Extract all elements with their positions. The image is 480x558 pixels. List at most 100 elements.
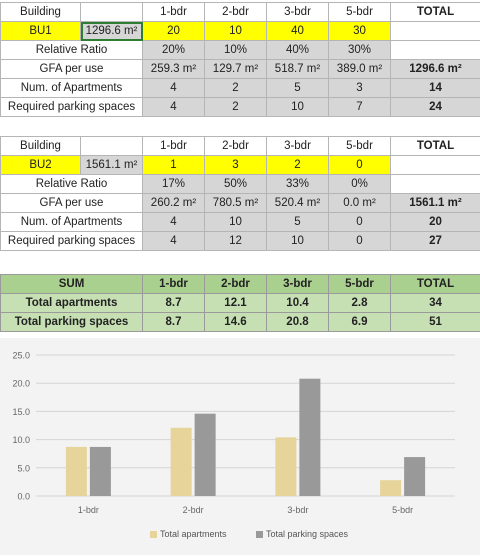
gfa-label-cell[interactable]: GFA per use xyxy=(1,60,143,79)
empty-cell[interactable] xyxy=(391,22,480,41)
header-label-cell[interactable]: Building xyxy=(1,3,81,22)
sum-header-cell-2bdr[interactable]: 2-bdr xyxy=(205,275,267,294)
building-name-cell[interactable]: BU2 xyxy=(1,156,81,175)
legend-label: Total apartments xyxy=(160,529,227,539)
total-apartments-cell-2bdr[interactable]: 12.1 xyxy=(205,294,267,313)
count-cell-1bdr[interactable]: 1 xyxy=(143,156,205,175)
gfa-cell-5bdr[interactable]: 389.0 m² xyxy=(329,60,391,79)
sum-header-cell-1bdr[interactable]: 1-bdr xyxy=(143,275,205,294)
ratio-cell-5bdr[interactable]: 0% xyxy=(329,175,391,194)
ratio-cell-5bdr[interactable]: 30% xyxy=(329,41,391,60)
ratio-cell-3bdr[interactable]: 33% xyxy=(267,175,329,194)
parking-total-cell[interactable]: 27 xyxy=(391,232,480,251)
apartments-cell-2bdr[interactable]: 10 xyxy=(205,213,267,232)
ratio-cell-2bdr[interactable]: 50% xyxy=(205,175,267,194)
header-cell-2bdr[interactable]: 2-bdr xyxy=(205,3,267,22)
total-parking-label-cell[interactable]: Total parking spaces xyxy=(1,313,143,332)
apartments-label-cell[interactable]: Num. of Apartments xyxy=(1,79,143,98)
apartments-cell-2bdr[interactable]: 2 xyxy=(205,79,267,98)
ratio-label-cell[interactable]: Relative Ratio xyxy=(1,175,143,194)
ratio-cell-1bdr[interactable]: 17% xyxy=(143,175,205,194)
total-parking-cell-3bdr[interactable]: 20.8 xyxy=(267,313,329,332)
building-gfa-cell[interactable]: 1296.6 m² xyxy=(81,22,143,41)
ratio-cell-1bdr[interactable]: 20% xyxy=(143,41,205,60)
total-apartments-cell-3bdr[interactable]: 10.4 xyxy=(267,294,329,313)
count-cell-1bdr[interactable]: 20 xyxy=(143,22,205,41)
empty-cell[interactable] xyxy=(81,3,143,22)
empty-cell[interactable] xyxy=(391,41,480,60)
ratio-cell-3bdr[interactable]: 40% xyxy=(267,41,329,60)
total-apartments-label-cell[interactable]: Total apartments xyxy=(1,294,143,313)
legend-swatch xyxy=(150,531,157,538)
parking-label-cell[interactable]: Required parking spaces xyxy=(1,98,143,117)
header-cell-3bdr[interactable]: 3-bdr xyxy=(267,137,329,156)
parking-label-cell[interactable]: Required parking spaces xyxy=(1,232,143,251)
total-parking-cell-1bdr[interactable]: 8.7 xyxy=(143,313,205,332)
ratio-cell-2bdr[interactable]: 10% xyxy=(205,41,267,60)
apartments-cell-5bdr[interactable]: 3 xyxy=(329,79,391,98)
gfa-cell-1bdr[interactable]: 260.2 m² xyxy=(143,194,205,213)
count-cell-2bdr[interactable]: 3 xyxy=(205,156,267,175)
apartments-cell-5bdr[interactable]: 0 xyxy=(329,213,391,232)
sum-header-cell-3bdr[interactable]: 3-bdr xyxy=(267,275,329,294)
header-cell-5bdr[interactable]: 5-bdr xyxy=(329,137,391,156)
total-apartments-total-cell[interactable]: 34 xyxy=(391,294,480,313)
count-cell-3bdr[interactable]: 2 xyxy=(267,156,329,175)
parking-cell-3bdr[interactable]: 10 xyxy=(267,232,329,251)
total-parking-cell-5bdr[interactable]: 6.9 xyxy=(329,313,391,332)
parking-cell-2bdr[interactable]: 2 xyxy=(205,98,267,117)
parking-cell-5bdr[interactable]: 0 xyxy=(329,232,391,251)
apartments-total-cell[interactable]: 20 xyxy=(391,213,480,232)
gfa-cell-3bdr[interactable]: 518.7 m² xyxy=(267,60,329,79)
gfa-total-cell[interactable]: 1296.6 m² xyxy=(391,60,480,79)
apartments-cell-1bdr[interactable]: 4 xyxy=(143,213,205,232)
total-parking-total-cell[interactable]: 51 xyxy=(391,313,480,332)
gfa-cell-5bdr[interactable]: 0.0 m² xyxy=(329,194,391,213)
gfa-cell-2bdr[interactable]: 129.7 m² xyxy=(205,60,267,79)
apartments-cell-1bdr[interactable]: 4 xyxy=(143,79,205,98)
parking-total-cell[interactable]: 24 xyxy=(391,98,480,117)
header-label-cell[interactable]: Building xyxy=(1,137,81,156)
parking-cell-3bdr[interactable]: 10 xyxy=(267,98,329,117)
building-gfa-cell[interactable]: 1561.1 m² xyxy=(81,156,143,175)
sum-label-cell[interactable]: SUM xyxy=(1,275,143,294)
header-cell-total[interactable]: TOTAL xyxy=(391,137,480,156)
parking-cell-5bdr[interactable]: 7 xyxy=(329,98,391,117)
apartments-row: Num. of Apartments 4 10 5 0 20 xyxy=(1,213,480,232)
parking-cell-1bdr[interactable]: 4 xyxy=(143,232,205,251)
header-cell-2bdr[interactable]: 2-bdr xyxy=(205,137,267,156)
header-cell-5bdr[interactable]: 5-bdr xyxy=(329,3,391,22)
empty-cell[interactable] xyxy=(391,175,480,194)
gfa-cell-2bdr[interactable]: 780.5 m² xyxy=(205,194,267,213)
count-cell-3bdr[interactable]: 40 xyxy=(267,22,329,41)
empty-cell[interactable] xyxy=(81,137,143,156)
building-name-cell[interactable]: BU1 xyxy=(1,22,81,41)
gfa-total-cell[interactable]: 1561.1 m² xyxy=(391,194,480,213)
total-apartments-cell-5bdr[interactable]: 2.8 xyxy=(329,294,391,313)
ratio-label-cell[interactable]: Relative Ratio xyxy=(1,41,143,60)
sum-header-cell-total[interactable]: TOTAL xyxy=(391,275,480,294)
header-cell-total[interactable]: TOTAL xyxy=(391,3,480,22)
apartments-label-cell[interactable]: Num. of Apartments xyxy=(1,213,143,232)
count-cell-2bdr[interactable]: 10 xyxy=(205,22,267,41)
count-cell-5bdr[interactable]: 0 xyxy=(329,156,391,175)
empty-cell[interactable] xyxy=(391,156,480,175)
header-cell-1bdr[interactable]: 1-bdr xyxy=(143,137,205,156)
sum-header-cell-5bdr[interactable]: 5-bdr xyxy=(329,275,391,294)
parking-cell-2bdr[interactable]: 12 xyxy=(205,232,267,251)
gfa-cell-3bdr[interactable]: 520.4 m² xyxy=(267,194,329,213)
gfa-label-cell[interactable]: GFA per use xyxy=(1,194,143,213)
parking-cell-1bdr[interactable]: 4 xyxy=(143,98,205,117)
total-parking-cell-2bdr[interactable]: 14.6 xyxy=(205,313,267,332)
gfa-cell-1bdr[interactable]: 259.3 m² xyxy=(143,60,205,79)
header-cell-1bdr[interactable]: 1-bdr xyxy=(143,3,205,22)
count-cell-5bdr[interactable]: 30 xyxy=(329,22,391,41)
apartments-total-cell[interactable]: 14 xyxy=(391,79,480,98)
apartments-cell-3bdr[interactable]: 5 xyxy=(267,79,329,98)
header-cell-3bdr[interactable]: 3-bdr xyxy=(267,3,329,22)
apartments-cell-3bdr[interactable]: 5 xyxy=(267,213,329,232)
total-apartments-cell-1bdr[interactable]: 8.7 xyxy=(143,294,205,313)
bar-total-apartments-3-bdr xyxy=(275,437,296,496)
